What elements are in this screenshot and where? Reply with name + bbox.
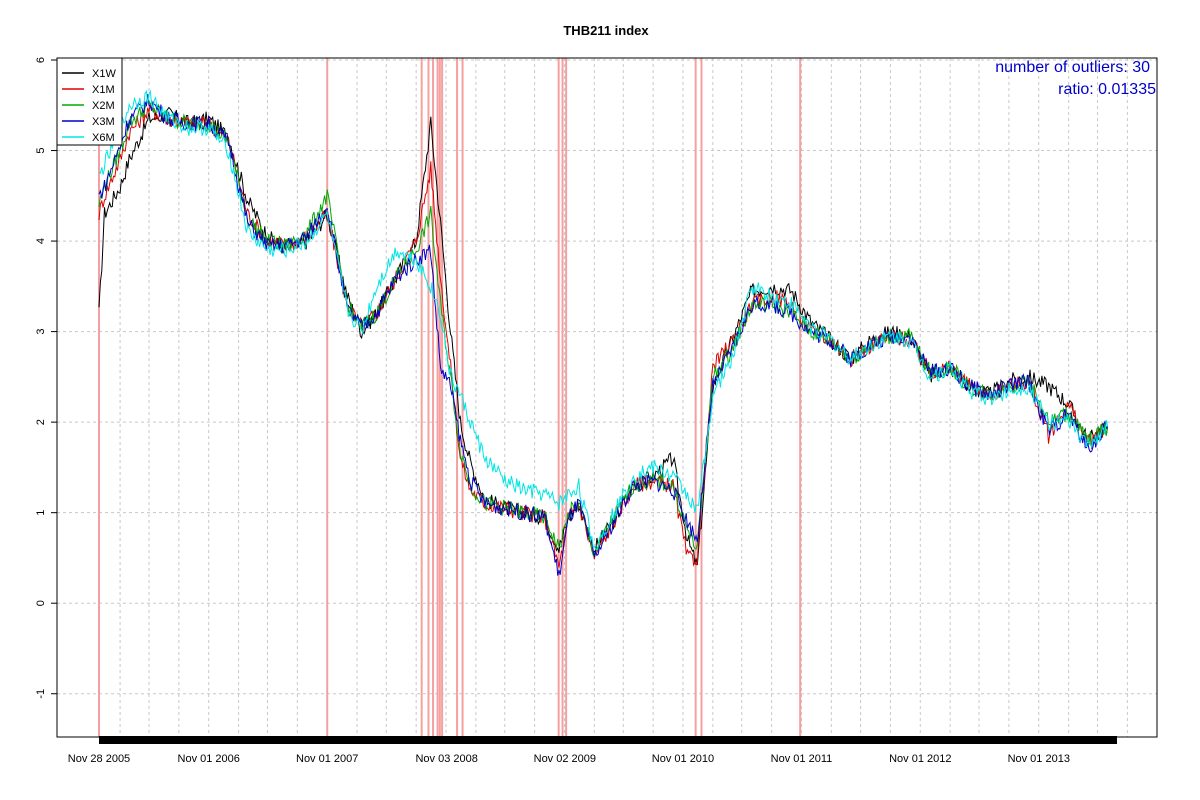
series-line-x1w — [98, 106, 1109, 566]
y-axis: -1 0 1 2 3 4 5 6 — [35, 57, 58, 699]
legend: X1W X1M X2M X3M X6M — [56, 57, 123, 146]
x-tick-label: Nov 02 2009 — [534, 753, 596, 765]
x-tick-label: Nov 28 2005 — [68, 753, 130, 765]
legend-label-x6m: X6M — [92, 132, 115, 144]
legend-label-x1m: X1M — [92, 84, 115, 96]
date-rug-bar — [99, 736, 1117, 744]
y-tick-label: 4 — [35, 238, 47, 244]
y-tick-label: -1 — [35, 689, 47, 699]
grid-lines — [57, 58, 1157, 737]
date-rug — [99, 736, 1117, 744]
x-tick-label: Nov 01 2007 — [296, 753, 358, 765]
y-tick-label: 6 — [35, 57, 47, 63]
outlier-ratio-annotation: ratio: 0.01335 — [1058, 81, 1156, 98]
x-tick-label: Nov 01 2006 — [178, 753, 240, 765]
series-line-x6m — [98, 89, 1109, 551]
legend-label-x2m: X2M — [92, 100, 115, 112]
y-tick-label: 2 — [35, 419, 47, 425]
x-tick-label: Nov 01 2010 — [652, 753, 714, 765]
legend-label-x3m: X3M — [92, 116, 115, 128]
series-line-x3m — [98, 94, 1108, 576]
series-line-x1m — [98, 103, 1108, 568]
x-tick-label: Nov 01 2012 — [889, 753, 951, 765]
y-tick-label: 3 — [35, 329, 47, 335]
chart-title: THB211 index — [563, 23, 649, 38]
series-line-x2m — [98, 100, 1109, 556]
x-tick-label: Nov 01 2011 — [771, 753, 833, 765]
x-tick-label: Nov 01 2013 — [1008, 753, 1070, 765]
y-tick-label: 5 — [35, 147, 47, 153]
x-tick-label: Nov 03 2008 — [415, 753, 477, 765]
x-axis: Nov 28 2005 Nov 01 2006 Nov 01 2007 Nov 03 … — [68, 753, 1070, 765]
y-tick-label: 0 — [35, 600, 47, 606]
series-lines — [98, 89, 1109, 576]
outlier-count-annotation: number of outliers: 30 — [995, 59, 1150, 76]
outlier-markers — [98, 58, 802, 737]
y-tick-label: 1 — [35, 510, 47, 516]
legend-label-x1w: X1W — [92, 68, 116, 80]
